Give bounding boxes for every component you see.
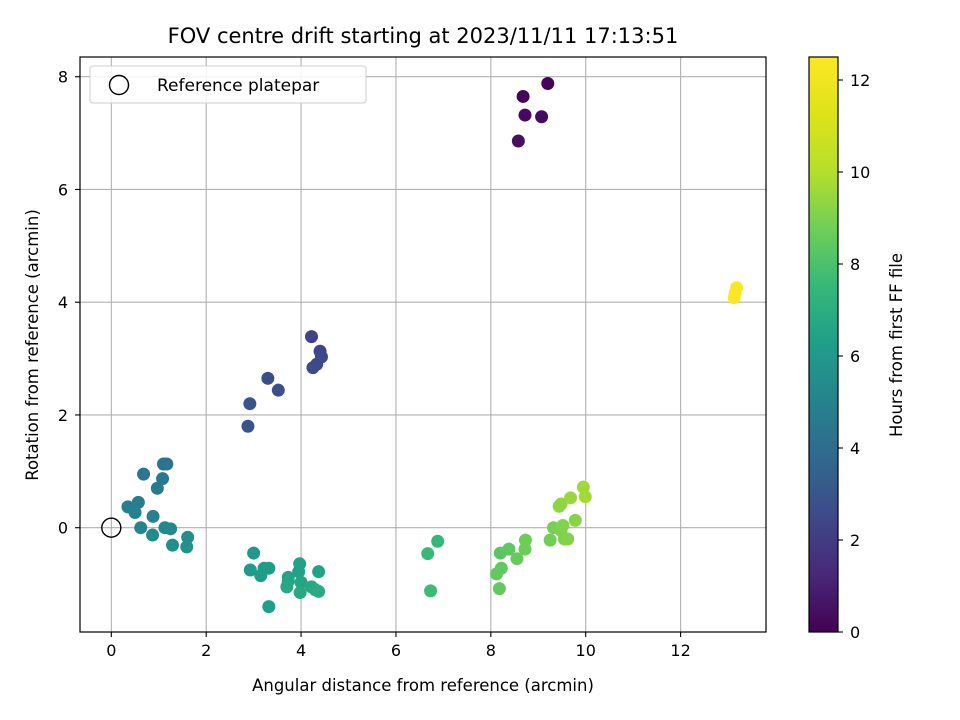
plot-frame [79, 56, 767, 633]
data-point [492, 582, 506, 596]
colorbar-tick-label: 2 [850, 531, 860, 550]
data-point [292, 565, 306, 579]
plot-background [80, 57, 766, 632]
x-tick-label: 8 [486, 641, 496, 660]
colorbar-tick-label: 10 [850, 163, 870, 182]
data-point [490, 567, 504, 581]
x-tick-label: 0 [106, 641, 116, 660]
colorbar-tick-label: 6 [850, 347, 860, 366]
data-point [564, 491, 578, 505]
data-point [150, 481, 164, 495]
colorbar-tick-label: 0 [850, 623, 860, 642]
data-point [131, 495, 145, 509]
colorbar-ticks: 0 2 4 6 8 10 12 [838, 71, 870, 642]
data-point [271, 383, 285, 397]
reference-platepar-marker [101, 517, 122, 538]
legend: Reference platepar [89, 65, 367, 104]
y-tick-label: 4 [58, 293, 68, 312]
x-tick-label: 4 [296, 641, 306, 660]
data-point [243, 397, 257, 411]
x-tick-label: 12 [670, 641, 690, 660]
data-points [121, 76, 744, 614]
data-point [543, 533, 557, 547]
x-tick-label: 6 [391, 641, 401, 660]
chart-title: FOV centre drift starting at 2023/11/11 … [168, 24, 679, 48]
data-point [241, 419, 255, 433]
plot-area [79, 56, 767, 633]
data-point [568, 513, 582, 527]
data-point [243, 563, 257, 577]
x-tick-label: 2 [201, 641, 211, 660]
data-point [261, 371, 275, 385]
legend-marker-icon [108, 74, 130, 96]
x-axis-ticks: 0 2 4 6 8 10 12 [106, 632, 691, 660]
data-point [516, 89, 530, 103]
y-axis-ticks: 0 2 4 6 8 [58, 68, 80, 538]
data-point [312, 565, 326, 579]
data-point [128, 505, 142, 519]
data-point [305, 330, 319, 344]
data-point [518, 542, 532, 556]
data-point [294, 575, 308, 589]
data-point [181, 530, 195, 544]
data-point [254, 569, 268, 583]
colorbar-label: Hours from first FF file [887, 253, 906, 437]
data-point [164, 522, 178, 536]
data-point [166, 538, 180, 552]
y-gridlines [80, 76, 766, 529]
y-axis-label: Rotation from reference (arcmin) [23, 209, 42, 481]
data-point [561, 532, 575, 546]
data-point [134, 521, 148, 535]
data-point [137, 467, 151, 481]
legend-entry-reference-platepar: Reference platepar [157, 76, 319, 96]
colorbar-gradient [808, 56, 839, 633]
colorbar: 0 2 4 6 8 10 12 Hours from first FF file [808, 56, 906, 642]
data-point [518, 108, 532, 122]
data-point [156, 472, 170, 486]
data-point [180, 540, 194, 554]
y-tick-label: 6 [58, 180, 68, 199]
y-tick-label: 0 [58, 519, 68, 538]
colorbar-tick-label: 12 [850, 71, 870, 90]
data-point [280, 580, 294, 594]
data-point [247, 546, 261, 560]
data-point [146, 509, 160, 523]
data-point [510, 552, 524, 566]
colorbar-tick-label: 8 [850, 255, 860, 274]
data-point [293, 586, 307, 600]
x-axis-label: Angular distance from reference (arcmin) [252, 676, 594, 695]
data-point [160, 457, 174, 471]
data-point [511, 134, 525, 148]
x-tick-label: 10 [576, 641, 596, 660]
colorbar-tick-label: 4 [850, 439, 860, 458]
data-point [312, 584, 326, 598]
data-point [556, 518, 570, 532]
data-point [431, 534, 445, 548]
y-tick-label: 2 [58, 406, 68, 425]
y-tick-label: 8 [58, 68, 68, 87]
data-point [306, 361, 320, 375]
data-point [262, 600, 276, 614]
data-point [421, 547, 435, 561]
data-point [727, 291, 741, 305]
x-gridlines [110, 57, 682, 632]
legend-box [89, 65, 367, 104]
data-point [146, 528, 160, 542]
data-point [535, 110, 549, 124]
data-point [541, 76, 555, 90]
data-point [554, 497, 568, 511]
data-point [502, 542, 516, 556]
data-point [424, 584, 438, 598]
data-point [578, 490, 592, 504]
